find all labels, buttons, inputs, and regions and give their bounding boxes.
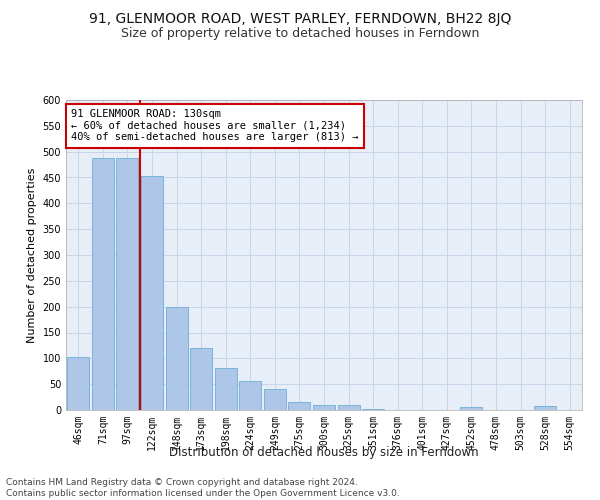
Bar bbox=[362, 409, 384, 410]
Bar bbox=[313, 405, 335, 410]
Bar bbox=[289, 402, 310, 410]
Text: 91, GLENMOOR ROAD, WEST PARLEY, FERNDOWN, BH22 8JQ: 91, GLENMOOR ROAD, WEST PARLEY, FERNDOWN… bbox=[89, 12, 511, 26]
Bar bbox=[190, 348, 212, 410]
Bar bbox=[141, 176, 163, 410]
Bar bbox=[460, 408, 482, 410]
Bar bbox=[116, 158, 139, 410]
Bar bbox=[264, 389, 286, 410]
Bar bbox=[166, 306, 188, 410]
Y-axis label: Number of detached properties: Number of detached properties bbox=[27, 168, 37, 342]
Bar bbox=[215, 368, 237, 410]
Bar bbox=[239, 380, 262, 410]
Text: 91 GLENMOOR ROAD: 130sqm
← 60% of detached houses are smaller (1,234)
40% of sem: 91 GLENMOOR ROAD: 130sqm ← 60% of detach… bbox=[71, 110, 359, 142]
Bar bbox=[92, 158, 114, 410]
Text: Contains HM Land Registry data © Crown copyright and database right 2024.
Contai: Contains HM Land Registry data © Crown c… bbox=[6, 478, 400, 498]
Bar bbox=[338, 405, 359, 410]
Bar bbox=[534, 406, 556, 410]
Text: Size of property relative to detached houses in Ferndown: Size of property relative to detached ho… bbox=[121, 28, 479, 40]
Text: Distribution of detached houses by size in Ferndown: Distribution of detached houses by size … bbox=[169, 446, 479, 459]
Bar bbox=[67, 357, 89, 410]
